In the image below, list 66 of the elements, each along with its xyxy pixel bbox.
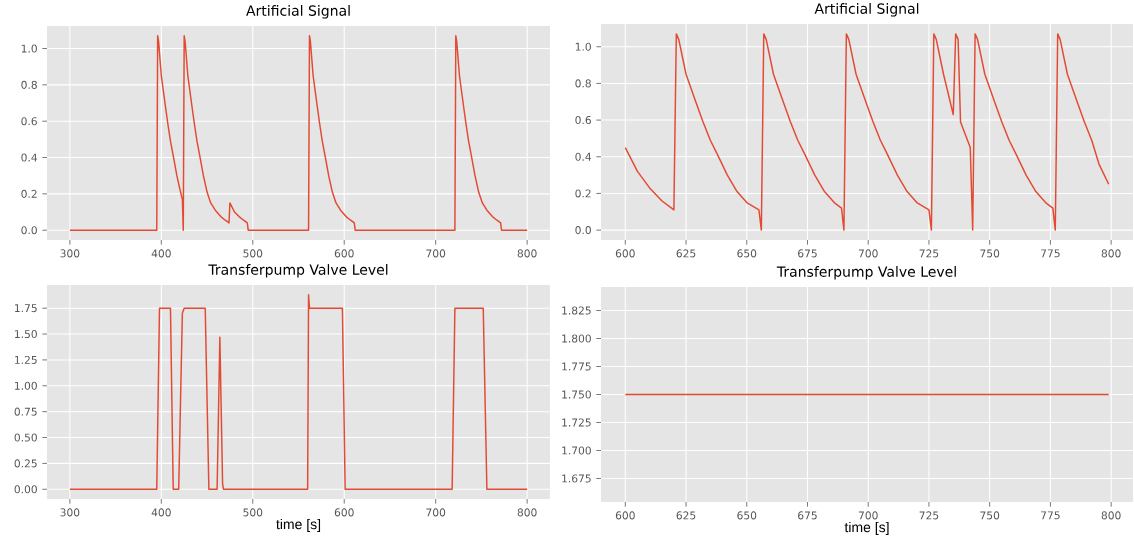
x-tick-label: 600 xyxy=(615,511,635,520)
y-tick-label: 0.8 xyxy=(21,80,37,89)
y-tick-label: 0.6 xyxy=(21,117,37,126)
chart-title: Transferpump Valve Level xyxy=(776,266,956,280)
x-tick-label: 625 xyxy=(676,249,696,258)
chart-title: Artificial Signal xyxy=(246,5,350,19)
chart-title: Artificial Signal xyxy=(814,3,919,17)
x-tick-label: 625 xyxy=(676,511,696,520)
x-tick-label: 700 xyxy=(426,249,446,258)
line-series xyxy=(624,33,1110,231)
y-tick-label: 0.2 xyxy=(21,189,37,198)
y-tick-label: 0.50 xyxy=(14,433,37,442)
y-tick-label: 1.700 xyxy=(562,446,591,455)
y-tick-label: 1.725 xyxy=(562,418,591,427)
x-tick-label: 600 xyxy=(334,508,354,517)
y-tick-label: 0.4 xyxy=(575,152,592,161)
x-tick-label: 750 xyxy=(980,249,1000,258)
y-tick-label: 1.0 xyxy=(21,44,37,53)
x-tick-label: 400 xyxy=(151,249,171,258)
x-axis-title: time [s] xyxy=(844,521,889,535)
x-tick-label: 750 xyxy=(980,511,1000,520)
x-tick-label: 600 xyxy=(615,249,635,258)
y-tick-label: 1.675 xyxy=(562,474,591,483)
x-tick-label: 600 xyxy=(334,249,354,258)
y-tick-label: 1.25 xyxy=(15,355,37,364)
x-tick-label: 700 xyxy=(858,511,878,520)
x-tick-label: 775 xyxy=(1041,249,1060,258)
y-tick-label: 1.0 xyxy=(575,42,591,51)
y-tick-label: 1.825 xyxy=(562,306,591,315)
x-tick-label: 700 xyxy=(858,249,878,258)
y-tick-label: 0.2 xyxy=(575,189,591,198)
y-tick-label: 1.750 xyxy=(562,390,591,399)
y-tick-label: 1.800 xyxy=(562,334,591,343)
y-tick-label: 1.50 xyxy=(15,330,37,339)
x-tick-label: 800 xyxy=(517,249,537,258)
y-tick-label: 0.0 xyxy=(575,226,591,235)
y-tick-label: 0.8 xyxy=(575,79,591,88)
x-axis-title: time [s] xyxy=(276,518,321,532)
y-tick-label: 0.6 xyxy=(575,116,591,125)
x-tick-label: 775 xyxy=(1041,511,1060,520)
y-tick-label: 0.00 xyxy=(14,485,37,494)
chart-title: Transferpump Valve Level xyxy=(208,264,388,278)
x-tick-label: 800 xyxy=(1101,249,1121,258)
x-tick-label: 675 xyxy=(798,511,817,520)
y-tick-label: 0.4 xyxy=(21,153,38,162)
x-tick-label: 725 xyxy=(919,511,939,520)
x-tick-label: 500 xyxy=(243,508,263,517)
x-tick-label: 725 xyxy=(919,249,939,258)
x-tick-label: 650 xyxy=(737,511,757,520)
x-tick-label: 300 xyxy=(60,508,80,517)
y-tick-label: 0.0 xyxy=(21,226,37,235)
x-tick-label: 400 xyxy=(151,508,171,517)
x-tick-label: 300 xyxy=(60,249,80,258)
y-tick-label: 1.75 xyxy=(15,304,37,313)
y-tick-label: 1.00 xyxy=(15,381,37,390)
line-series xyxy=(69,35,528,231)
y-tick-label: 0.75 xyxy=(14,407,37,416)
y-tick-label: 0.25 xyxy=(14,459,37,468)
x-tick-label: 700 xyxy=(426,508,446,517)
y-tick-label: 1.775 xyxy=(562,362,591,371)
line-series xyxy=(69,293,528,491)
x-tick-label: 800 xyxy=(517,508,537,517)
x-tick-label: 800 xyxy=(1101,511,1121,520)
x-tick-label: 650 xyxy=(737,249,757,258)
x-tick-label: 675 xyxy=(798,249,817,258)
x-tick-label: 500 xyxy=(243,249,263,258)
